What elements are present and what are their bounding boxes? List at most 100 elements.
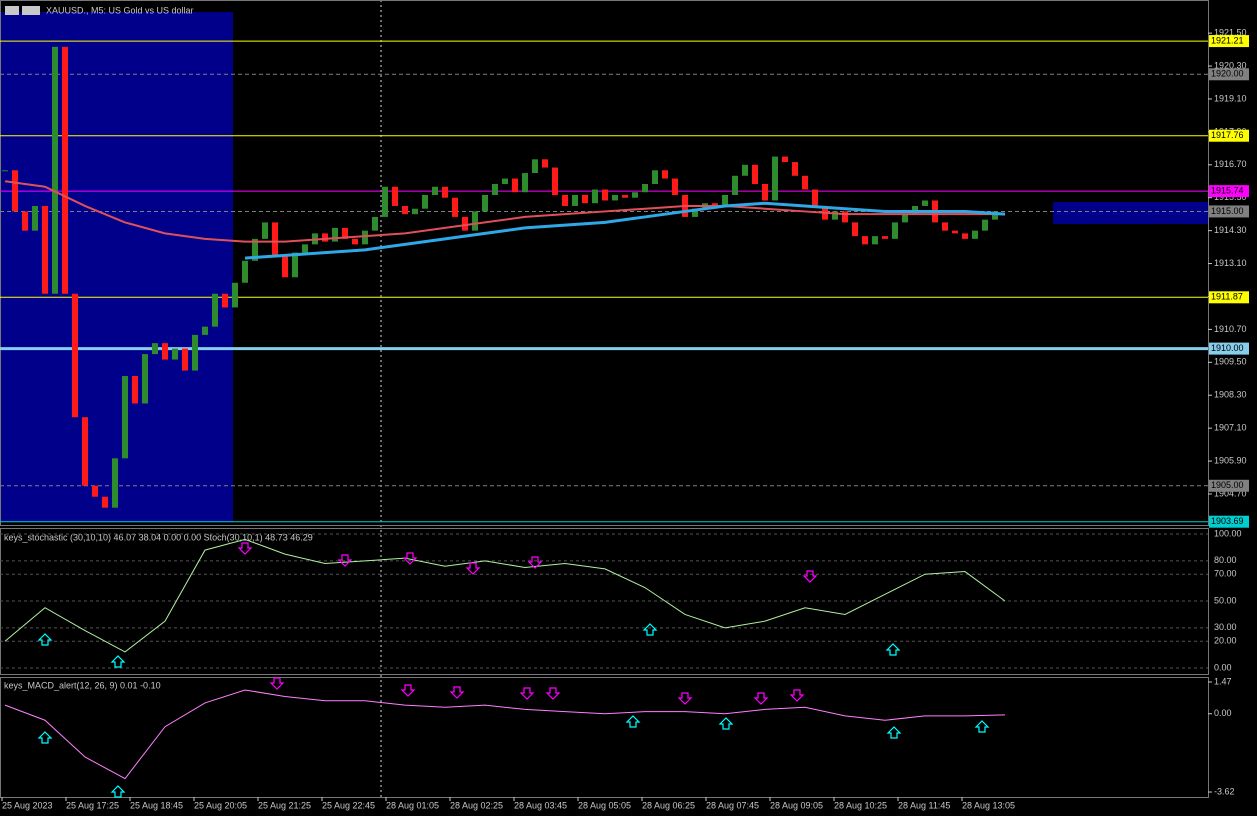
arrow-down <box>402 552 418 565</box>
candle <box>452 197 458 217</box>
y-tick-label: 50.00 <box>1214 595 1237 605</box>
arrow-down <box>400 684 416 697</box>
stoch-line <box>4 538 1006 653</box>
y-tick-label: -3.62 <box>1214 786 1235 796</box>
arrow-up <box>642 623 658 636</box>
level-label: 1917.76 <box>1211 130 1244 140</box>
candle <box>972 230 978 239</box>
candle <box>42 205 48 294</box>
candle <box>412 208 418 215</box>
time-label: 25 Aug 17:25 <box>66 800 119 810</box>
chart-icon <box>22 6 40 15</box>
time-label: 28 Aug 03:45 <box>514 800 567 810</box>
candle <box>402 205 408 215</box>
time-label: 25 Aug 18:45 <box>130 800 183 810</box>
candle <box>372 216 378 231</box>
time-label: 28 Aug 09:05 <box>770 800 823 810</box>
candle <box>122 376 128 459</box>
candle <box>792 162 798 176</box>
level-label: 1920.00 <box>1211 69 1244 79</box>
candle <box>662 170 668 179</box>
arrow-up <box>974 720 990 733</box>
time-label: 28 Aug 10:25 <box>834 800 887 810</box>
y-tick-label: 1913.10 <box>1214 258 1247 268</box>
candle <box>872 236 878 245</box>
candle <box>22 211 28 231</box>
time-label: 28 Aug 13:05 <box>962 800 1015 810</box>
macd-panel-frame <box>0 677 1209 798</box>
macd-line <box>4 689 1006 780</box>
candle <box>602 189 608 201</box>
level-label: 1910.00 <box>1211 343 1244 353</box>
candle <box>882 236 888 239</box>
candle <box>422 194 428 209</box>
y-tick-label: 70.00 <box>1214 569 1237 579</box>
arrow-up <box>625 715 641 728</box>
y-tick-label: 1914.30 <box>1214 225 1247 235</box>
candle <box>532 159 538 174</box>
stoch-label: keys_stochastic (30,10,10) 46.07 38.04 0… <box>4 532 313 542</box>
arrow-down <box>677 692 693 705</box>
candle <box>962 233 968 239</box>
candle <box>32 205 38 231</box>
arrow-up <box>110 655 126 668</box>
time-label: 28 Aug 07:45 <box>706 800 759 810</box>
candle <box>952 230 958 234</box>
arrow-down <box>519 687 535 700</box>
time-label: 28 Aug 01:05 <box>386 800 439 810</box>
candle <box>172 348 178 360</box>
level-tag <box>1209 129 1249 142</box>
candle <box>722 194 728 206</box>
arrow-down <box>789 689 805 702</box>
candle <box>592 189 598 204</box>
y-tick-label: 1905.90 <box>1214 455 1247 465</box>
y-tick-label: 0.00 <box>1214 662 1232 672</box>
candle <box>482 194 488 212</box>
candle <box>492 184 498 195</box>
candle <box>522 173 528 193</box>
arrow-up <box>718 717 734 730</box>
candle <box>922 200 928 206</box>
time-label: 28 Aug 11:45 <box>898 800 950 810</box>
candle <box>222 293 228 308</box>
candle <box>142 354 148 404</box>
y-tick-label: 1919.10 <box>1214 93 1247 103</box>
candle <box>232 282 238 308</box>
arrow-up <box>885 643 901 656</box>
price-panel-frame <box>0 0 1209 526</box>
candle <box>182 348 188 371</box>
candle <box>442 186 448 198</box>
candle <box>742 164 748 176</box>
candle <box>382 186 388 217</box>
level-tag <box>1209 35 1249 48</box>
y-tick-label: 1909.50 <box>1214 357 1247 367</box>
arrow-up <box>37 731 53 744</box>
candle <box>652 170 658 185</box>
candle <box>392 186 398 206</box>
candle <box>432 186 438 195</box>
candle <box>72 293 78 418</box>
candle <box>992 211 998 220</box>
level-label: 1915.00 <box>1211 206 1244 216</box>
candle <box>832 211 838 220</box>
y-tick-label: 1908.30 <box>1214 390 1247 400</box>
candle <box>242 260 248 283</box>
level-tag <box>1209 205 1249 218</box>
candle <box>252 238 258 261</box>
y-tick-label: 30.00 <box>1214 622 1237 632</box>
candle <box>472 211 478 231</box>
candle <box>92 485 98 497</box>
candle <box>112 458 118 508</box>
candle <box>152 343 158 355</box>
ma-red <box>4 180 1005 243</box>
arrow-up <box>110 785 126 798</box>
candle <box>902 214 908 223</box>
candle <box>812 189 818 206</box>
candle <box>762 184 768 201</box>
candle <box>612 194 618 201</box>
arrow-down <box>449 686 465 699</box>
candle <box>752 164 758 185</box>
y-tick-label: 20.00 <box>1214 636 1237 646</box>
